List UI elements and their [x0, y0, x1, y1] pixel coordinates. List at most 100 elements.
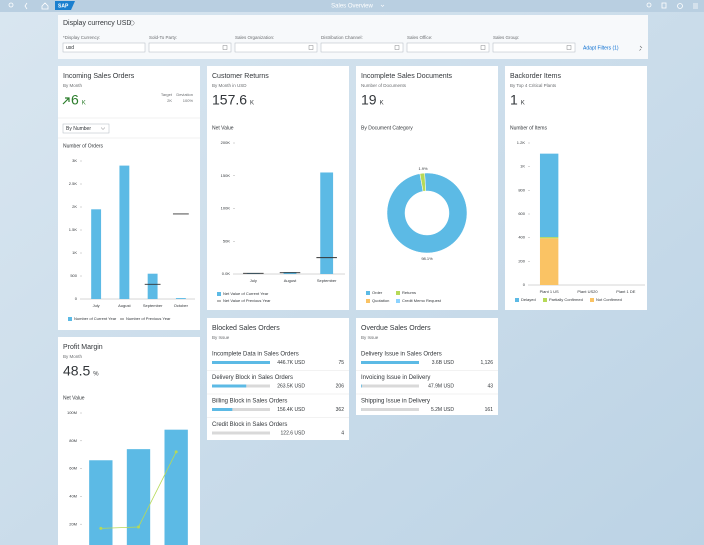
- y-tick-label: 40M: [69, 493, 77, 498]
- row-label[interactable]: Shipping Issue in Delivery: [361, 399, 430, 405]
- chart-label: By Document Category: [361, 125, 413, 131]
- value-help-icon: [566, 45, 572, 50]
- legend-swatch: [217, 292, 221, 296]
- info-icon: [129, 20, 135, 26]
- legend-label[interactable]: Not Confirmed: [596, 297, 622, 302]
- y-tick-label: 500: [70, 273, 77, 278]
- y-tick-label: 800: [518, 187, 525, 192]
- row-amount: 5.2M USD: [431, 407, 454, 413]
- bar[interactable]: [175, 298, 186, 299]
- bar-track: [212, 408, 270, 411]
- card-bg[interactable]: [207, 318, 349, 440]
- bar-track: [361, 384, 419, 388]
- shell-icons: [8, 2, 698, 10]
- row-count: 4: [341, 430, 344, 436]
- shell-title[interactable]: Sales Overview: [331, 4, 373, 10]
- x-tick-label: Plant 1 US: [540, 289, 559, 294]
- legend-label[interactable]: Order: [372, 290, 383, 295]
- kpi-value: 1: [510, 92, 518, 108]
- card-bg[interactable]: [505, 66, 647, 310]
- y-tick-label: 200: [518, 258, 525, 263]
- legend-label[interactable]: Returns: [402, 290, 416, 295]
- line-point: [99, 526, 103, 530]
- bar-segment[interactable]: [539, 153, 559, 238]
- bar[interactable]: [91, 209, 102, 299]
- logo[interactable]: [55, 1, 75, 10]
- filter-input[interactable]: [492, 42, 576, 53]
- bar[interactable]: [126, 449, 151, 545]
- selector[interactable]: [62, 123, 110, 134]
- bar[interactable]: [119, 165, 130, 299]
- filter-input[interactable]: [234, 42, 318, 53]
- row-label[interactable]: Delivery Issue in Sales Orders: [361, 352, 442, 358]
- legend-label[interactable]: Number of Current Year: [74, 316, 117, 321]
- x-tick-label: August: [118, 303, 131, 308]
- row-label[interactable]: Incomplete Data in Sales Orders: [212, 352, 299, 358]
- y-tick-label: 150K: [221, 173, 231, 178]
- bar[interactable]: [147, 273, 158, 299]
- legend-label[interactable]: Quotation: [372, 298, 389, 303]
- legend-label[interactable]: Delayed: [521, 297, 536, 302]
- chart-label: Net Value: [63, 395, 85, 401]
- trend-arrow: [62, 97, 70, 105]
- adapt-filters[interactable]: Adapt Filters (1): [583, 45, 619, 51]
- filter-input[interactable]: [406, 42, 490, 53]
- legend-label[interactable]: Net Value of Previous Year: [223, 298, 271, 303]
- row-label[interactable]: Billing Block in Sales Orders: [212, 399, 287, 405]
- kpi-unit: %: [93, 372, 99, 378]
- legend-swatch: [396, 291, 400, 295]
- row-amount: 263.5K USD: [277, 383, 305, 389]
- line-point: [174, 450, 178, 454]
- filter-label: Sales Organization:: [235, 35, 274, 40]
- donut-slice[interactable]: [386, 172, 468, 254]
- y-tick-label: 100K: [221, 206, 231, 211]
- legend-label[interactable]: Net Value of Current Year: [223, 291, 269, 296]
- row-amount: 122.6 USD: [281, 430, 306, 436]
- data-label: 98.1%: [421, 256, 433, 261]
- kpi-deviation: 100%: [183, 98, 194, 103]
- card-subtitle: By Top 4 Critical Plants: [510, 83, 557, 88]
- y-tick-label: 60M: [69, 466, 77, 471]
- legend-swatch: [366, 299, 370, 303]
- filter-title[interactable]: Display currency USD: [63, 20, 131, 27]
- filter-label: Distribution Channel:: [321, 35, 363, 40]
- card-bg[interactable]: [356, 318, 498, 415]
- value-help-icon: [308, 45, 314, 50]
- y-tick-label: 0: [75, 296, 78, 301]
- x-tick-label: October: [174, 303, 189, 308]
- kpi-unit: K: [82, 101, 86, 107]
- x-tick-label: September: [317, 278, 337, 283]
- row-label[interactable]: Invoicing Issue in Delivery: [361, 375, 430, 381]
- bar[interactable]: [164, 429, 188, 545]
- card-subtitle: By Issue: [361, 335, 379, 340]
- y-tick-label: 0.0K: [222, 271, 231, 276]
- donut-slice[interactable]: [419, 172, 426, 192]
- y-tick-label: 400: [518, 235, 525, 240]
- filter-input[interactable]: [320, 42, 404, 53]
- y-tick-label: 600: [518, 211, 525, 216]
- filter-input[interactable]: [148, 42, 232, 53]
- legend-label[interactable]: Number of Previous Year: [126, 316, 171, 321]
- filter-input[interactable]: [62, 42, 146, 53]
- row-label[interactable]: Delivery Block in Sales Orders: [212, 375, 293, 381]
- bar[interactable]: [320, 172, 334, 274]
- row-label[interactable]: Credit Block in Sales Orders: [212, 422, 287, 428]
- kpi-unit: K: [380, 101, 384, 107]
- bar-segment[interactable]: [539, 238, 559, 285]
- kpi-unit: K: [250, 101, 254, 107]
- pin-icon: [639, 45, 643, 51]
- chart-label: Net Value: [212, 125, 234, 131]
- legend-swatch: [590, 298, 594, 302]
- data-label: 1.9%: [418, 166, 428, 171]
- bar: [361, 384, 362, 388]
- legend-label[interactable]: Credit Memo Request: [402, 298, 442, 303]
- value-help-icon: [222, 45, 228, 50]
- bar: [361, 361, 419, 364]
- shell-bar: [0, 0, 704, 12]
- bar: [212, 384, 247, 388]
- bar[interactable]: [89, 460, 113, 545]
- legend-label[interactable]: Partially Confirmed: [549, 297, 583, 302]
- bar-segment[interactable]: [539, 237, 559, 239]
- kpi-value: 157.6: [212, 92, 247, 108]
